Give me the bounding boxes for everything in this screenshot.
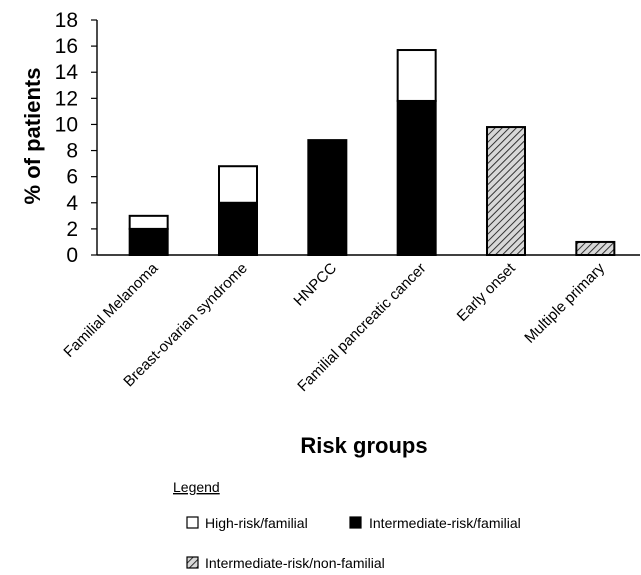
x-category-label-1: Familial Melanoma — [60, 259, 161, 360]
legend-swatch-open — [186, 516, 199, 529]
x-category-label-6: Multiple primary — [521, 259, 608, 346]
legend-label-intermediate-risk-non-familial: Intermediate-risk/non-familial — [205, 555, 385, 571]
y-tick-label-12: 12 — [55, 87, 78, 110]
y-tick-label-10: 10 — [55, 113, 78, 136]
bar-2-series-1 — [218, 201, 258, 256]
y-tick-label-4: 4 — [66, 192, 78, 215]
bar-4-series-1 — [396, 99, 437, 256]
legend-title: Legend — [173, 479, 220, 495]
y-tick-label-16: 16 — [55, 35, 78, 58]
legend-swatch-solid — [349, 516, 362, 529]
bar-1-series-1 — [128, 227, 169, 256]
y-tick-label-18: 18 — [55, 9, 78, 32]
bar-4-series-2 — [396, 49, 437, 102]
legend: Legend High-risk/familial Intermediate-r… — [173, 479, 521, 571]
x-category-label-3: HNPCC — [290, 260, 340, 310]
bar-2-series-2 — [218, 165, 258, 204]
bar-1-series-2 — [128, 214, 169, 230]
y-tick-label-14: 14 — [55, 61, 79, 84]
y-tick-label-6: 6 — [66, 166, 78, 189]
legend-label-high-risk-familial: High-risk/familial — [205, 515, 308, 531]
x-axis-title: Risk groups — [300, 433, 427, 458]
legend-swatch-hatched — [186, 556, 199, 569]
bar-5-series-3 — [486, 126, 526, 256]
y-axis-title: % of patients — [20, 68, 45, 205]
bar-3-series-1 — [307, 139, 348, 256]
x-category-label-5: Early onset — [454, 259, 520, 325]
bar-6-series-3 — [575, 240, 616, 256]
legend-label-intermediate-risk-familial: Intermediate-risk/familial — [369, 515, 521, 531]
y-tick-label-0: 0 — [66, 244, 78, 267]
y-tick-label-2: 2 — [66, 218, 78, 241]
y-tick-label-8: 8 — [66, 140, 78, 163]
